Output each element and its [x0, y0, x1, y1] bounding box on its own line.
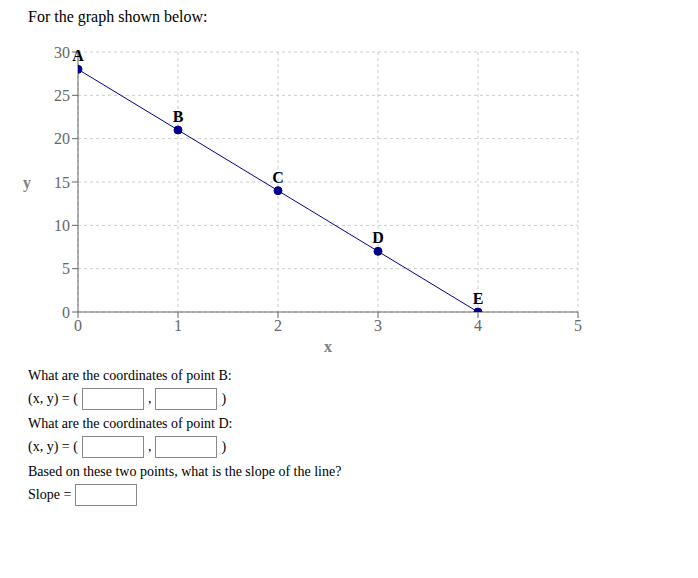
svg-text:5: 5	[574, 317, 582, 334]
svg-text:E: E	[473, 290, 484, 307]
svg-text:4: 4	[474, 317, 482, 334]
svg-text:1: 1	[174, 317, 182, 334]
svg-text:y: y	[23, 174, 31, 192]
svg-text:10: 10	[54, 217, 70, 234]
svg-text:25: 25	[54, 87, 70, 104]
svg-text:30: 30	[54, 44, 70, 61]
svg-text:B: B	[173, 108, 184, 125]
svg-text:A: A	[72, 47, 84, 64]
html-text:(x, y) = (: (x, y) = (	[28, 391, 78, 406]
html-text:For the graph shown below:: For the graph shown below:	[28, 8, 208, 25]
html-text:What are the coordinates of po: What are the coordinates of point B:	[28, 368, 232, 383]
svg-text:5: 5	[62, 260, 70, 277]
html-text:(x, y) = (: (x, y) = (	[28, 439, 78, 454]
svg-text:15: 15	[54, 174, 70, 191]
html-text:What are the coordinates of po: What are the coordinates of point D:	[28, 416, 233, 431]
html-text:Based on these two points, wha: Based on these two points, what is the s…	[28, 464, 342, 479]
svg-text:x: x	[324, 338, 332, 355]
svg-text:C: C	[272, 169, 284, 186]
svg-text:0: 0	[74, 317, 82, 334]
svg-text:0: 0	[62, 304, 70, 321]
html-text:Slope =: Slope =	[28, 487, 72, 502]
svg-text:D: D	[372, 229, 384, 246]
svg-text:3: 3	[374, 317, 382, 334]
svg-text:2: 2	[274, 317, 282, 334]
svg-text:20: 20	[54, 130, 70, 147]
